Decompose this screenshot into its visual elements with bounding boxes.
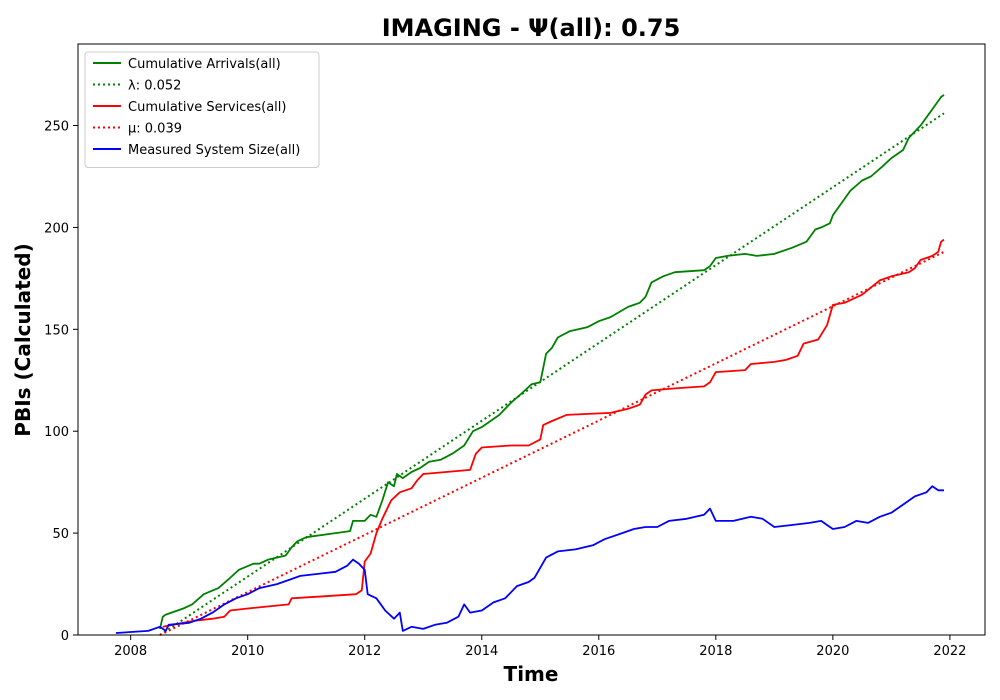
legend: Cumulative Arrivals(all) λ: 0.052 Cumulati… <box>84 51 320 168</box>
legend-label: Cumulative Services(all) <box>128 100 286 115</box>
legend-label: μ: 0.039 <box>128 122 182 137</box>
x-tick-label: 2014 <box>465 644 498 659</box>
series-line-1 <box>159 112 945 636</box>
series-line-0 <box>159 94 945 630</box>
y-axis: 0 50 100 150 200 250 <box>44 120 78 644</box>
series-line-3 <box>159 251 945 636</box>
x-axis: 2008 2010 2012 2014 2016 2018 2020 2022 <box>114 635 966 659</box>
x-tick-label: 2018 <box>699 644 732 659</box>
series-line-4 <box>115 485 944 634</box>
legend-label: Measured System Size(all) <box>128 143 300 158</box>
y-tick-label: 200 <box>44 221 69 236</box>
x-tick-label: 2020 <box>816 644 849 659</box>
x-tick-label: 2008 <box>114 644 147 659</box>
y-tick-label: 0 <box>61 629 69 644</box>
y-axis-label: PBIs (Calculated) <box>11 243 35 436</box>
x-tick-label: 2016 <box>582 644 615 659</box>
chart-title: IMAGING - Ψ(all): 0.75 <box>382 14 681 42</box>
y-tick-label: 150 <box>44 323 69 338</box>
plot-frame <box>77 43 986 636</box>
y-tick-label: 250 <box>44 120 69 135</box>
legend-label: Cumulative Arrivals(all) <box>128 57 281 72</box>
x-tick-label: 2010 <box>231 644 264 659</box>
y-tick-label: 50 <box>52 527 69 542</box>
series-line-2 <box>162 238 945 628</box>
x-tick-label: 2012 <box>348 644 381 659</box>
plot-area <box>115 94 945 636</box>
y-tick-label: 100 <box>44 425 69 440</box>
legend-label: λ: 0.052 <box>128 79 181 94</box>
legend-box <box>84 51 320 168</box>
x-axis-label: Time <box>504 662 559 686</box>
x-tick-label: 2022 <box>933 644 966 659</box>
